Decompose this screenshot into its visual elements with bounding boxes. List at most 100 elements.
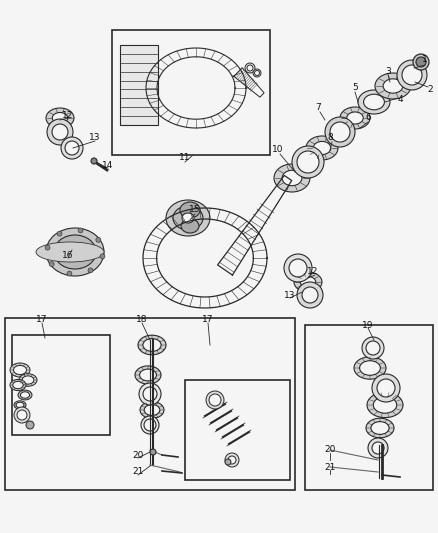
Circle shape — [144, 419, 156, 431]
Circle shape — [302, 287, 318, 303]
Circle shape — [209, 394, 221, 406]
Circle shape — [225, 453, 239, 467]
Circle shape — [372, 442, 384, 454]
Bar — [305, 325, 433, 490]
Circle shape — [289, 259, 307, 277]
Ellipse shape — [46, 228, 104, 276]
Circle shape — [377, 379, 395, 397]
Ellipse shape — [64, 243, 86, 261]
Ellipse shape — [282, 171, 302, 185]
Ellipse shape — [383, 79, 403, 93]
Ellipse shape — [358, 90, 390, 114]
Circle shape — [26, 421, 34, 429]
Circle shape — [78, 228, 83, 233]
Circle shape — [366, 341, 380, 355]
Ellipse shape — [13, 381, 23, 389]
Text: 12: 12 — [62, 110, 74, 119]
Text: 19: 19 — [362, 320, 374, 329]
Ellipse shape — [375, 73, 411, 99]
Text: 17: 17 — [202, 316, 214, 325]
Ellipse shape — [135, 366, 161, 384]
Ellipse shape — [22, 376, 34, 384]
Bar — [5, 318, 295, 490]
Ellipse shape — [340, 107, 370, 129]
Circle shape — [150, 449, 156, 455]
Circle shape — [91, 158, 97, 164]
Ellipse shape — [138, 335, 166, 355]
Circle shape — [253, 69, 261, 77]
Text: 13: 13 — [89, 133, 101, 142]
Ellipse shape — [173, 206, 203, 230]
Circle shape — [402, 65, 422, 85]
Circle shape — [17, 410, 27, 420]
Circle shape — [65, 141, 79, 155]
Bar — [12, 335, 110, 435]
Ellipse shape — [140, 401, 164, 418]
Circle shape — [49, 262, 54, 266]
Ellipse shape — [181, 219, 199, 233]
Circle shape — [96, 237, 101, 243]
Text: 4: 4 — [397, 95, 403, 104]
Text: 1: 1 — [422, 55, 428, 64]
Text: 18: 18 — [136, 316, 148, 325]
Ellipse shape — [143, 338, 161, 351]
Ellipse shape — [16, 402, 24, 408]
Text: 16: 16 — [62, 251, 74, 260]
Bar — [120, 45, 158, 125]
Circle shape — [141, 416, 159, 434]
Circle shape — [245, 63, 255, 73]
Circle shape — [254, 70, 259, 76]
Text: 8: 8 — [327, 133, 333, 142]
Text: 14: 14 — [102, 160, 114, 169]
Circle shape — [297, 282, 323, 308]
Circle shape — [45, 245, 50, 250]
Circle shape — [14, 407, 30, 423]
Circle shape — [67, 271, 72, 276]
Text: 15: 15 — [189, 206, 201, 214]
Ellipse shape — [144, 405, 160, 415]
Ellipse shape — [306, 136, 338, 160]
Ellipse shape — [182, 213, 194, 223]
Bar — [112, 30, 270, 155]
Circle shape — [397, 60, 427, 90]
Ellipse shape — [52, 112, 68, 124]
Circle shape — [325, 117, 355, 147]
Ellipse shape — [166, 200, 210, 236]
Text: 11: 11 — [179, 154, 191, 163]
Ellipse shape — [180, 202, 200, 218]
Circle shape — [330, 122, 350, 142]
Text: 21: 21 — [132, 467, 144, 477]
Circle shape — [61, 137, 83, 159]
Ellipse shape — [294, 272, 322, 292]
Circle shape — [100, 254, 105, 259]
Circle shape — [143, 387, 157, 401]
Circle shape — [57, 231, 62, 236]
Circle shape — [284, 254, 312, 282]
Circle shape — [228, 456, 236, 464]
Circle shape — [52, 124, 68, 140]
Ellipse shape — [371, 422, 389, 434]
Text: 21: 21 — [324, 464, 336, 472]
Circle shape — [416, 57, 426, 67]
Ellipse shape — [46, 108, 74, 128]
Circle shape — [206, 391, 224, 409]
Ellipse shape — [10, 363, 30, 377]
Circle shape — [292, 146, 324, 178]
Ellipse shape — [14, 366, 27, 375]
Ellipse shape — [18, 390, 32, 400]
Ellipse shape — [364, 94, 385, 110]
Circle shape — [247, 65, 253, 71]
Text: 12: 12 — [307, 268, 319, 277]
Ellipse shape — [54, 235, 96, 269]
Ellipse shape — [373, 397, 397, 413]
Text: 7: 7 — [315, 103, 321, 112]
Ellipse shape — [140, 369, 156, 381]
Circle shape — [372, 374, 400, 402]
Circle shape — [225, 459, 231, 465]
Ellipse shape — [36, 242, 104, 262]
Text: 6: 6 — [365, 114, 371, 123]
Text: 17: 17 — [36, 316, 48, 325]
Bar — [185, 380, 290, 480]
Text: 3: 3 — [385, 68, 391, 77]
Text: 20: 20 — [324, 446, 336, 455]
